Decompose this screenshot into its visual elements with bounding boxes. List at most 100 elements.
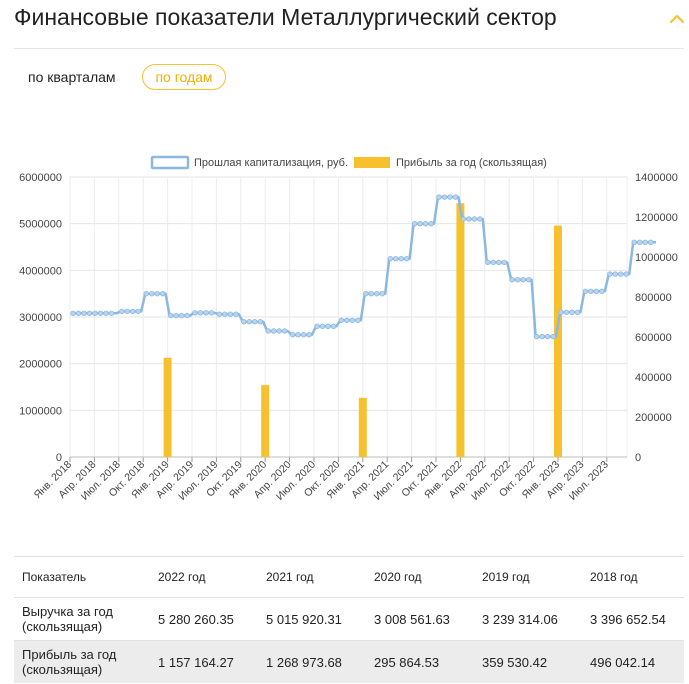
capitalization-point	[558, 309, 564, 316]
capitalization-point	[119, 308, 125, 315]
capitalization-point	[178, 312, 185, 319]
capitalization-point	[563, 309, 570, 316]
capitalization-point	[509, 276, 515, 283]
profit-bar	[163, 357, 172, 457]
y-right-tick-label: 1000000	[635, 252, 678, 264]
capitalization-point	[588, 288, 594, 295]
capitalization-point	[314, 323, 320, 330]
capitalization-point	[582, 288, 589, 295]
capitalization-point	[642, 239, 648, 246]
capitalization-point	[533, 333, 540, 340]
capitalization-point	[618, 271, 624, 277]
capitalization-point	[379, 290, 385, 297]
capitalization-point	[471, 216, 478, 222]
y-right-tick-label: 600000	[635, 332, 672, 344]
capitalization-point	[344, 317, 350, 323]
capitalization-point	[325, 323, 331, 330]
y-right-tick-label: 400000	[635, 372, 672, 384]
table-cell: 3 239 314.06	[474, 597, 582, 641]
capitalization-point	[173, 312, 179, 319]
capitalization-point	[203, 310, 209, 316]
capitalization-point	[192, 310, 198, 316]
capitalization-point	[148, 290, 155, 297]
capitalization-point	[387, 255, 393, 262]
table-cell: 295 864.53	[366, 640, 474, 683]
capitalization-point	[368, 290, 374, 297]
capitalization-point	[271, 328, 277, 334]
legend-line-swatch	[150, 155, 190, 170]
capitalization-point	[216, 311, 223, 317]
row-label: Прибыль за год (скользящая)	[14, 640, 150, 683]
chevron-up-icon[interactable]	[668, 10, 686, 28]
capitalization-point	[501, 259, 507, 266]
tab-yearly[interactable]: по годам	[142, 64, 226, 90]
capitalization-point	[539, 333, 545, 340]
column-header: 2020 год	[366, 556, 474, 598]
row-label: Выручка за год (скользящая)	[14, 597, 150, 641]
capitalization-point	[241, 318, 247, 325]
capitalization-point	[544, 333, 551, 340]
y-left-tick-label: 3000000	[19, 312, 62, 324]
capitalization-point	[143, 290, 149, 297]
capitalization-point	[167, 312, 174, 319]
capitalization-point	[130, 308, 136, 315]
capitalization-point	[574, 309, 581, 316]
capitalization-line	[72, 195, 656, 338]
capitalization-point	[338, 317, 345, 323]
capitalization-point	[159, 290, 166, 297]
capitalization-point	[436, 194, 442, 200]
capitalization-point	[295, 332, 301, 338]
header-divider	[14, 48, 684, 49]
legend-bar-swatch	[354, 157, 390, 168]
capitalization-point	[485, 259, 491, 266]
capitalization-point	[623, 271, 629, 277]
capitalization-point	[222, 311, 228, 317]
capitalization-point	[289, 332, 296, 338]
table-row: Выручка за год (скользящая) 5 280 260.35…	[14, 597, 684, 641]
column-header: 2021 год	[258, 556, 366, 598]
capitalization-point	[70, 310, 76, 316]
capitalization-point	[417, 220, 423, 227]
capitalization-point	[233, 311, 239, 317]
capitalization-point	[466, 216, 472, 222]
y-right-tick-label: 800000	[635, 292, 672, 304]
capitalization-point	[637, 239, 643, 246]
capitalization-point	[349, 317, 356, 323]
capitalization-point	[648, 239, 654, 246]
capitalization-point	[257, 318, 263, 325]
capitalization-point	[276, 328, 282, 334]
table-cell: 496 042.14	[582, 640, 684, 683]
capitalization-point	[515, 276, 521, 283]
column-header: 2019 год	[474, 556, 582, 598]
y-left-tick-label: 1000000	[19, 405, 62, 417]
capitalization-point	[422, 220, 429, 227]
table-cell: 3 008 561.63	[366, 597, 474, 641]
table-cell: 3 396 652.54	[582, 597, 684, 641]
capitalization-point	[607, 271, 613, 277]
capitalization-point	[81, 310, 87, 316]
column-header: Показатель	[14, 556, 150, 598]
capitalization-point	[452, 194, 459, 200]
capitalization-point	[496, 259, 502, 266]
y-right-tick-label: 1400000	[635, 172, 678, 184]
capitalization-point	[246, 318, 252, 325]
capitalization-point	[208, 310, 215, 316]
y-left-tick-label: 5000000	[19, 219, 62, 231]
tab-quarterly[interactable]: по кварталам	[28, 69, 116, 85]
y-left-tick-label: 4000000	[19, 265, 62, 277]
capitalization-point	[330, 323, 337, 330]
capitalization-point	[526, 276, 532, 283]
legend-label: Прошлая капитализация, руб.	[194, 157, 348, 169]
capitalization-point	[441, 194, 448, 200]
capitalization-point	[477, 216, 483, 222]
capitalization-point	[86, 310, 93, 316]
capitalization-point	[300, 332, 307, 338]
capitalization-point	[490, 259, 496, 266]
financial-table: Показатель 2022 год 2021 год 2020 год 20…	[14, 556, 684, 683]
financial-chart: 6000000500000040000003000000200000010000…	[19, 155, 678, 503]
capitalization-point	[252, 318, 258, 325]
capitalization-point	[97, 310, 104, 316]
table-cell: 1 268 973.68	[258, 640, 366, 683]
table-cell: 1 157 164.27	[150, 640, 258, 683]
table-header-row: Показатель 2022 год 2021 год 2020 год 20…	[14, 556, 684, 598]
